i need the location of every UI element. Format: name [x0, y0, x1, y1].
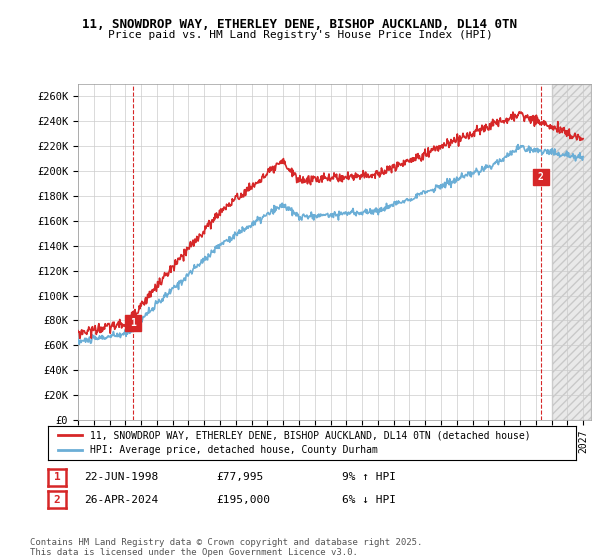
Bar [551, 84, 591, 420]
Text: £77,995: £77,995 [216, 472, 263, 482]
Text: £195,000: £195,000 [216, 494, 270, 505]
Text: 2: 2 [53, 494, 61, 505]
Text: 11, SNOWDROP WAY, ETHERLEY DENE, BISHOP AUCKLAND, DL14 0TN: 11, SNOWDROP WAY, ETHERLEY DENE, BISHOP … [83, 18, 517, 31]
Text: 22-JUN-1998: 22-JUN-1998 [84, 472, 158, 482]
Text: Price paid vs. HM Land Registry's House Price Index (HPI): Price paid vs. HM Land Registry's House … [107, 30, 493, 40]
Text: 9% ↑ HPI: 9% ↑ HPI [342, 472, 396, 482]
Text: Contains HM Land Registry data © Crown copyright and database right 2025.
This d: Contains HM Land Registry data © Crown c… [30, 538, 422, 557]
Text: 26-APR-2024: 26-APR-2024 [84, 494, 158, 505]
Text: 1: 1 [130, 318, 136, 328]
Text: 2: 2 [538, 172, 544, 183]
Text: 1: 1 [53, 472, 61, 482]
Text: 6% ↓ HPI: 6% ↓ HPI [342, 494, 396, 505]
Legend: 11, SNOWDROP WAY, ETHERLEY DENE, BISHOP AUCKLAND, DL14 0TN (detached house), HPI: 11, SNOWDROP WAY, ETHERLEY DENE, BISHOP … [53, 426, 535, 460]
